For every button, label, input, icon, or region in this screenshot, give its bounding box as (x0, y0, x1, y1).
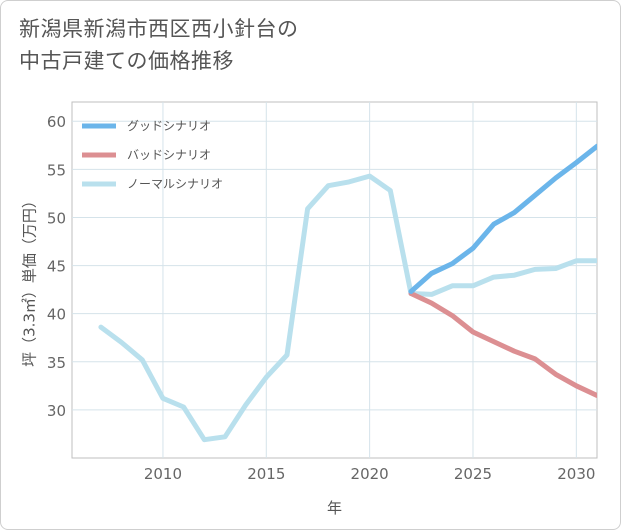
series-line-3 (98, 173, 597, 443)
legend-label-1: グッドシナリオ (127, 119, 211, 133)
x-tick-label: 2010 (144, 465, 182, 483)
y-tick-label: 55 (47, 161, 66, 179)
x-tick-label: 2030 (557, 465, 595, 483)
y-tick-label: 50 (47, 209, 66, 227)
grid-lines (72, 102, 597, 458)
series-line-2 (408, 291, 597, 398)
x-axis-title: 年 (327, 499, 342, 517)
y-tick-label: 35 (47, 354, 66, 372)
y-tick-label: 60 (47, 113, 66, 131)
x-tick-label: 2025 (454, 465, 492, 483)
series-line-1 (408, 143, 597, 294)
y-tick-label: 30 (47, 402, 66, 420)
x-axis-ticks: 2010 2015 2020 2025 2030 (144, 465, 596, 483)
chart-title-line-2: 中古戸建ての価格推移 (19, 49, 234, 73)
series-lines (98, 143, 597, 443)
y-axis-title: 坪（3.3㎡）単価（万円） (21, 193, 39, 367)
y-axis-ticks: 30 35 40 45 50 55 60 (47, 113, 66, 420)
x-tick-label: 2020 (351, 465, 389, 483)
plot-area (71, 101, 598, 459)
y-tick-label: 40 (47, 306, 66, 324)
x-tick-label: 2015 (247, 465, 285, 483)
legend-label-2: バッドシナリオ (127, 148, 211, 162)
chart-title-line-1: 新潟県新潟市西区西小針台の (19, 17, 299, 41)
chart-title: 新潟県新潟市西区西小針台の 中古戸建ての価格推移 (19, 13, 299, 77)
legend-label-3: ノーマルシナリオ (127, 177, 223, 191)
y-tick-label: 45 (47, 258, 66, 276)
plot-border (71, 101, 598, 459)
